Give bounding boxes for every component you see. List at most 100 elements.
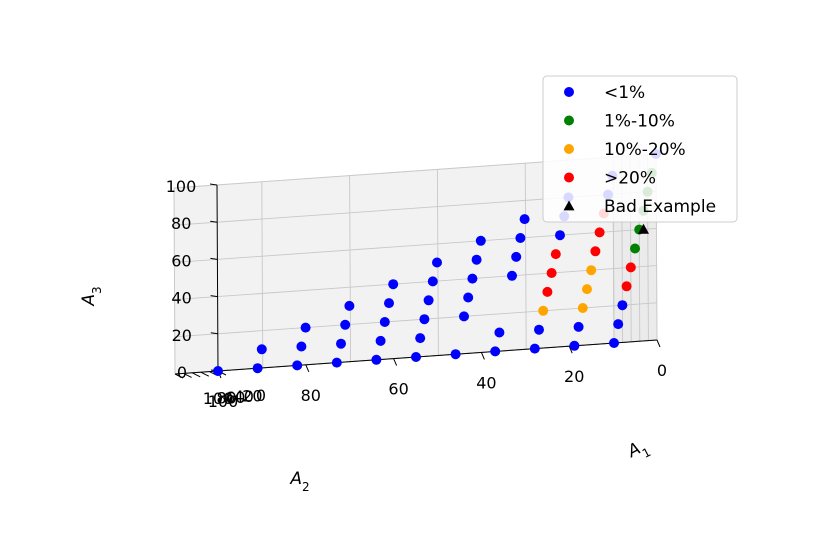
tick-label-a3: 80 <box>171 214 191 233</box>
axis-line-a2 <box>217 339 658 372</box>
data-point <box>490 346 501 357</box>
grid-line-a2 <box>261 181 264 368</box>
data-point <box>419 314 430 325</box>
data-point <box>463 292 474 303</box>
tick-mark-a2 <box>305 364 310 372</box>
tick-label-a3: 0 <box>177 363 187 382</box>
data-point <box>471 254 482 265</box>
tick-label-a2: 0 <box>657 361 667 380</box>
data-point-triangle <box>638 223 649 234</box>
legend-label: 10%-20% <box>604 140 686 160</box>
legend-label: 1%-10% <box>604 112 675 132</box>
data-point <box>519 214 530 225</box>
tick-label-a2: 80 <box>301 386 321 405</box>
axis-line-a1 <box>174 370 219 375</box>
data-point <box>582 284 592 295</box>
axis-label-a2: A2 <box>289 469 309 494</box>
data-point <box>388 279 399 290</box>
tick-label-a2: 60 <box>388 380 408 399</box>
data-point <box>296 341 307 352</box>
data-point <box>213 366 223 376</box>
legend-label: <1% <box>604 83 645 103</box>
data-point <box>494 327 505 338</box>
data-point <box>625 262 636 273</box>
data-point <box>630 243 640 254</box>
data-point <box>550 249 561 260</box>
grid-line-a3 <box>173 156 614 189</box>
data-point <box>534 324 544 335</box>
data-point <box>609 338 619 348</box>
tick-label-a2: 20 <box>564 367 584 386</box>
data-point <box>371 354 382 365</box>
data-point <box>344 300 355 311</box>
legend-label: >20% <box>604 169 656 189</box>
axis-label-a3: A3 <box>79 286 104 306</box>
tick-label-a1: 0 <box>256 386 266 405</box>
legend-marker-triangle <box>563 200 575 211</box>
tick-label-a2: 40 <box>476 373 496 392</box>
data-point <box>331 357 342 368</box>
data-point <box>594 227 605 238</box>
tick-mark-a2 <box>480 352 485 360</box>
data-point <box>292 360 303 371</box>
data-point <box>423 295 434 306</box>
data-point <box>617 300 628 311</box>
data-point <box>573 321 584 332</box>
legend-marker <box>564 172 574 183</box>
grid-line-a2 <box>524 163 527 350</box>
data-point <box>590 246 601 257</box>
data-point <box>256 344 267 355</box>
tick-label-a1: 80 <box>216 388 236 407</box>
tick-mark-a3 <box>210 220 218 223</box>
data-point <box>542 286 553 297</box>
data-point <box>340 319 351 330</box>
data-point <box>384 298 394 309</box>
grid-line-a2 <box>173 187 176 375</box>
axis-label-a1: A1 <box>624 435 654 467</box>
tick-mark-a3 <box>209 183 218 186</box>
data-point <box>555 230 565 241</box>
data-point <box>450 349 461 360</box>
tick-label-a1: 20 <box>242 387 262 406</box>
data-point <box>375 335 386 346</box>
data-point <box>336 338 346 349</box>
data-point <box>569 340 580 351</box>
tick-mark-a2 <box>393 358 398 366</box>
data-point <box>621 281 632 292</box>
tick-label-a3: 60 <box>171 251 191 270</box>
tick-mark-a1 <box>183 372 192 378</box>
data-point <box>613 319 624 330</box>
tick-mark-a3 <box>210 332 218 335</box>
data-point <box>252 363 263 374</box>
data-point <box>415 333 426 344</box>
tick-mark-a1 <box>174 373 184 379</box>
legend-label: Bad Example <box>604 197 716 217</box>
tick-label-a3: 20 <box>172 326 192 345</box>
data-point <box>577 303 588 313</box>
data-point <box>427 276 438 287</box>
axis-line-a3 <box>216 184 219 372</box>
data-point <box>515 233 526 243</box>
tick-mark-a3 <box>210 257 218 260</box>
legend-marker <box>564 115 574 126</box>
tick-mark-a1 <box>191 372 201 378</box>
legend-marker <box>564 144 574 154</box>
tick-mark-a2 <box>656 339 661 348</box>
data-point <box>459 311 469 322</box>
data-point <box>546 268 557 278</box>
data-point <box>300 322 311 333</box>
data-point <box>529 343 540 354</box>
tick-label-a3: 100 <box>166 177 197 196</box>
tick-mark-a3 <box>210 295 218 298</box>
tick-label-a1: 60 <box>225 388 245 407</box>
axis-lines <box>174 184 658 375</box>
data-point <box>467 273 478 284</box>
legend-box <box>542 75 738 223</box>
legend: <1% 1%-10% 10%-20% >20% Bad Example <box>542 75 738 223</box>
data-point <box>538 305 549 316</box>
tick-label-a1: 100 <box>203 389 234 408</box>
data-point <box>511 251 522 262</box>
